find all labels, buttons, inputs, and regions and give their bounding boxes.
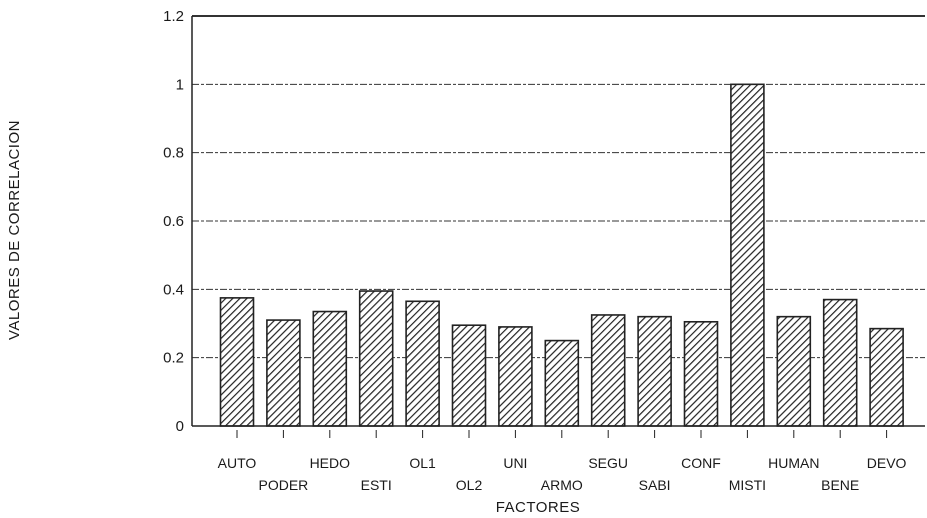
gridlines	[192, 15, 925, 359]
x-tick-label: OL1	[409, 455, 436, 471]
bar	[405, 300, 440, 427]
axes	[191, 16, 925, 438]
bar	[637, 315, 672, 427]
y-tick-label: 0.6	[163, 213, 184, 230]
x-tick-label: UNI	[503, 455, 527, 471]
bar	[266, 319, 301, 427]
bar	[869, 327, 904, 427]
x-tick-label: HEDO	[310, 455, 351, 471]
bar	[498, 326, 533, 427]
y-tick-label: 0.2	[163, 350, 184, 367]
bar	[544, 339, 580, 427]
x-tick-label: PODER	[259, 477, 309, 493]
y-axis-title: VALORES DE CORRELACION	[6, 120, 23, 340]
x-tick-label: DEVO	[867, 455, 907, 471]
bar	[590, 314, 626, 427]
x-tick-label: ESTI	[361, 477, 392, 493]
x-axis-title: FACTORES	[496, 499, 581, 516]
bar	[358, 290, 394, 427]
x-tick-label: SABI	[639, 477, 671, 493]
bar	[451, 324, 487, 427]
x-tick-label: ARMO	[541, 477, 583, 493]
bar	[822, 298, 858, 427]
bars	[219, 83, 904, 427]
y-tick-label: 1.2	[163, 8, 184, 25]
bar	[683, 320, 719, 427]
x-tick-label: AUTO	[218, 455, 257, 471]
y-tick-label: 0.8	[163, 145, 184, 162]
bar	[730, 83, 765, 427]
x-tick-label: SEGU	[588, 455, 628, 471]
y-tick-label: 0	[176, 418, 184, 435]
x-tick-label: HUMAN	[768, 455, 819, 471]
bar	[312, 310, 348, 427]
x-tick-label: MISTI	[729, 477, 766, 493]
y-tick-label: 0.4	[163, 281, 184, 298]
x-tick-label: BENE	[821, 477, 859, 493]
y-tick-label: 1	[176, 76, 184, 93]
bar	[776, 315, 812, 427]
bar	[219, 297, 255, 427]
x-tick-label: OL2	[456, 477, 483, 493]
x-tick-label: CONF	[681, 455, 721, 471]
